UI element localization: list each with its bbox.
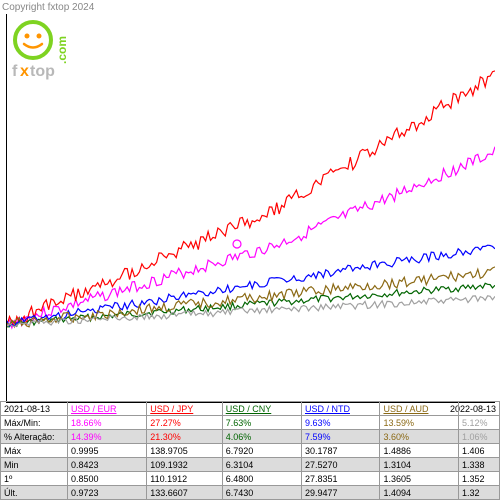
table-row: Últ.0.9723133.66076.743029.94771.40941.3… bbox=[1, 486, 500, 500]
cell: 14.39% bbox=[68, 430, 147, 444]
cell: 1.3605 bbox=[380, 472, 459, 486]
cell: 1.4094 bbox=[380, 486, 459, 500]
cell: 6.7920 bbox=[222, 444, 301, 458]
table-row: Máx/Min:18.66%27.27%7.63%9.63%13.59%5.12… bbox=[1, 416, 500, 430]
column-header: USD / AUD bbox=[380, 402, 459, 416]
series-line-2 bbox=[7, 283, 495, 327]
column-header: USD / NTD bbox=[301, 402, 379, 416]
cell: 138.9705 bbox=[147, 444, 222, 458]
table-row: Min0.8423109.19326.310427.52701.31041.33… bbox=[1, 458, 500, 472]
cell: 7.59% bbox=[301, 430, 379, 444]
cell: 7.63% bbox=[222, 416, 301, 430]
column-header: USD / JPY bbox=[147, 402, 222, 416]
row-label: Min bbox=[1, 458, 68, 472]
cell: 6.4800 bbox=[222, 472, 301, 486]
copyright-text: Copyright fxtop 2024 bbox=[2, 2, 94, 13]
cell: 18.66% bbox=[68, 416, 147, 430]
row-label: Máx/Min: bbox=[1, 416, 68, 430]
data-table: USD / EURUSD / JPYUSD / CNYUSD / NTDUSD … bbox=[0, 401, 500, 500]
cell: 3.60% bbox=[380, 430, 459, 444]
cell: 1.406 bbox=[459, 444, 500, 458]
cell: 1.338 bbox=[459, 458, 500, 472]
cell: 1.06% bbox=[459, 430, 500, 444]
column-header bbox=[459, 402, 500, 416]
cell: 1.32 bbox=[459, 486, 500, 500]
row-label: Últ. bbox=[1, 486, 68, 500]
cell: 0.8423 bbox=[68, 458, 147, 472]
table-row: USD / EURUSD / JPYUSD / CNYUSD / NTDUSD … bbox=[1, 402, 500, 416]
series-line-0 bbox=[7, 147, 495, 328]
cell: 27.5270 bbox=[301, 458, 379, 472]
cell: 27.8351 bbox=[301, 472, 379, 486]
cell: 1.4886 bbox=[380, 444, 459, 458]
series-line-1 bbox=[7, 71, 495, 327]
cell: 9.63% bbox=[301, 416, 379, 430]
cell: 110.1912 bbox=[147, 472, 222, 486]
cell: 6.7430 bbox=[222, 486, 301, 500]
cell: 133.6607 bbox=[147, 486, 222, 500]
cell: 6.3104 bbox=[222, 458, 301, 472]
row-label bbox=[1, 402, 68, 416]
table-row: % Alteração:14.39%21.30%4.06%7.59%3.60%1… bbox=[1, 430, 500, 444]
row-label: 1º bbox=[1, 472, 68, 486]
cell: 21.30% bbox=[147, 430, 222, 444]
table-row: 1º0.8500110.19126.480027.83511.36051.352 bbox=[1, 472, 500, 486]
cell: 1.3104 bbox=[380, 458, 459, 472]
row-label: % Alteração: bbox=[1, 430, 68, 444]
line-chart bbox=[6, 14, 495, 403]
table-row: Máx0.9995138.97056.792030.17871.48861.40… bbox=[1, 444, 500, 458]
cell: 109.1932 bbox=[147, 458, 222, 472]
column-header: USD / EUR bbox=[68, 402, 147, 416]
cell: 5.12% bbox=[459, 416, 500, 430]
cell: 1.352 bbox=[459, 472, 500, 486]
cell: 4.06% bbox=[222, 430, 301, 444]
cell: 29.9477 bbox=[301, 486, 379, 500]
cell: 13.59% bbox=[380, 416, 459, 430]
cell: 0.9723 bbox=[68, 486, 147, 500]
cell: 0.8500 bbox=[68, 472, 147, 486]
column-header: USD / CNY bbox=[222, 402, 301, 416]
cell: 30.1787 bbox=[301, 444, 379, 458]
row-label: Máx bbox=[1, 444, 68, 458]
cell: 27.27% bbox=[147, 416, 222, 430]
cell: 0.9995 bbox=[68, 444, 147, 458]
